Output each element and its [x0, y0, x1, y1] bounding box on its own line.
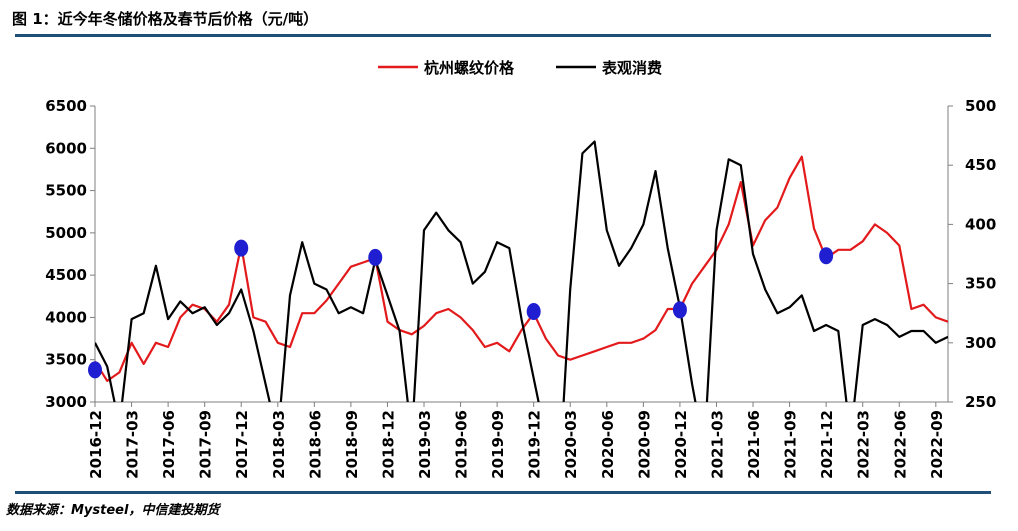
x-tick-label: 2018-06 [306, 410, 324, 479]
x-tick-label: 2022-06 [891, 410, 909, 479]
right-y-axis: 250 300 350 400 450 500 [947, 97, 996, 411]
series-line-apparent-consumption [95, 140, 948, 402]
right-tick-label: 250 [965, 393, 996, 411]
legend-label: 杭州螺纹价格 [424, 59, 515, 77]
x-tick-label: 2020-03 [562, 410, 580, 479]
left-tick-label: 4000 [45, 308, 87, 326]
x-tick-label: 2021-03 [708, 410, 726, 479]
x-tick-label: 2018-12 [379, 410, 397, 479]
x-tick-label: 2022-09 [928, 410, 946, 479]
figure-title: 图 1：近今年冬储价格及春节后价格（元/吨） [12, 10, 319, 28]
x-tick-label: 2021-12 [818, 410, 836, 479]
x-tick-label: 2019-09 [489, 410, 507, 479]
x-tick-label: 2017-06 [160, 410, 178, 479]
left-tick-label: 3000 [45, 393, 87, 411]
x-tick-label: 2016-12 [87, 410, 105, 479]
right-tick-label: 300 [965, 334, 996, 352]
left-tick-label: 6500 [45, 97, 87, 115]
winter-storage-marker [819, 247, 834, 265]
chart: 杭州螺纹价格 表观消费 3000 3500 4000 4500 5000 5500 6000 6… [45, 59, 996, 479]
x-tick-label: 2017-12 [233, 410, 251, 479]
left-tick-label: 5000 [45, 224, 87, 242]
x-tick-label: 2021-09 [782, 410, 800, 479]
x-axis: 2016-12 2017-03 2017-06 2017-09 2017-12 2018-… [87, 401, 948, 479]
legend-label: 表观消费 [602, 59, 662, 77]
right-tick-label: 400 [965, 215, 996, 233]
x-tick-label: 2021-06 [745, 410, 763, 479]
left-tick-label: 4500 [45, 266, 87, 284]
left-y-axis: 3000 3500 4000 4500 5000 5500 6000 6500 [45, 97, 96, 411]
x-tick-label: 2018-09 [343, 410, 361, 479]
bottom-rule [15, 491, 991, 494]
legend: 杭州螺纹价格 表观消费 [378, 59, 662, 77]
x-tick-label: 2019-03 [416, 410, 434, 479]
x-tick-label: 2019-12 [526, 410, 544, 479]
x-tick-label: 2022-03 [855, 410, 873, 479]
series-line-rebar-price [95, 155, 948, 382]
x-tick-label: 2017-03 [124, 410, 142, 479]
source-note: 数据来源：Mysteel，中信建投期货 [6, 503, 220, 518]
winter-storage-marker [88, 361, 102, 379]
winter-storage-marker [234, 239, 249, 257]
right-tick-label: 350 [965, 275, 996, 293]
winter-storage-marker [526, 303, 541, 321]
winter-storage-marker [368, 248, 383, 266]
left-tick-label: 5500 [45, 182, 87, 200]
left-tick-label: 3500 [45, 351, 87, 369]
x-tick-label: 2020-12 [672, 410, 690, 479]
left-tick-label: 6000 [45, 139, 87, 157]
x-tick-label: 2017-09 [197, 410, 215, 479]
x-tick-label: 2020-09 [635, 410, 653, 479]
x-tick-label: 2018-03 [270, 410, 288, 479]
plot-area [88, 140, 948, 402]
x-tick-label: 2020-06 [599, 410, 617, 479]
winter-storage-marker [672, 301, 687, 319]
top-rule [15, 34, 991, 37]
right-tick-label: 450 [965, 156, 996, 174]
x-tick-label: 2019-06 [453, 410, 471, 479]
right-tick-label: 500 [965, 97, 996, 115]
